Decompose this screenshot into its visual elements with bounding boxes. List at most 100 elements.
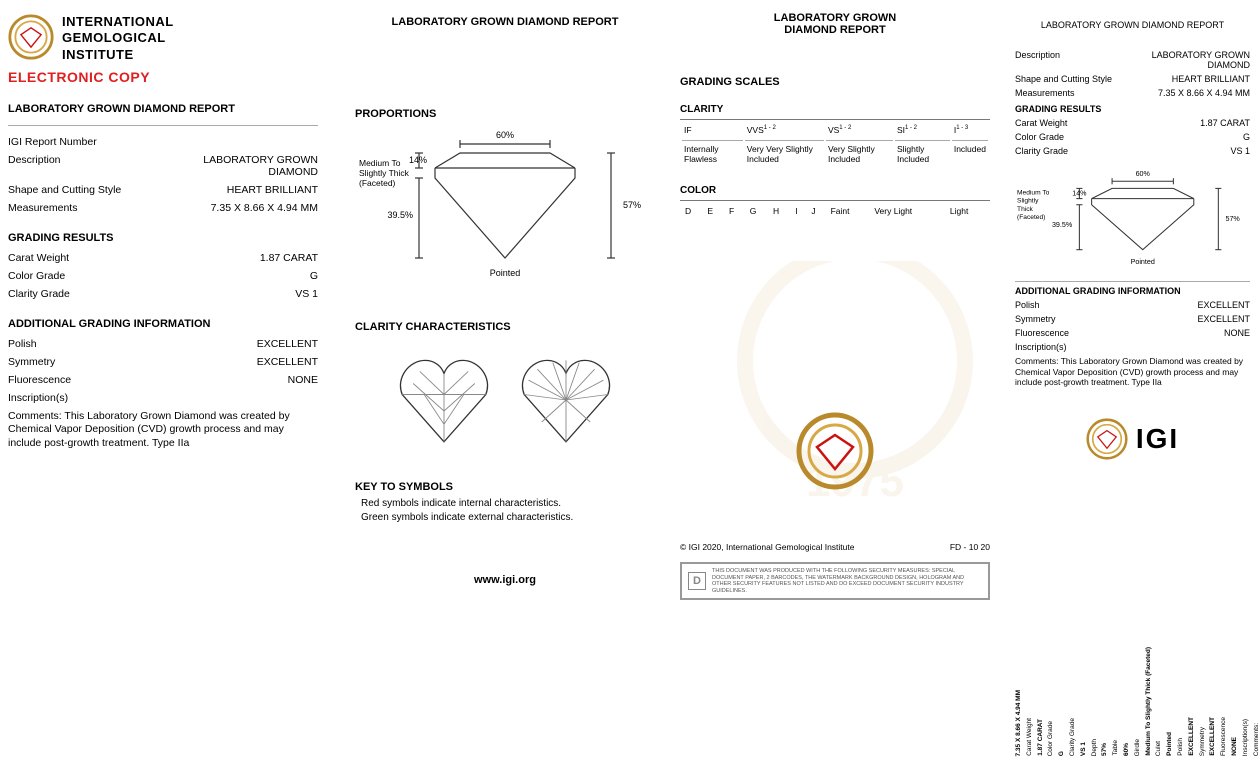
color-scale-head: COLOR (680, 185, 990, 196)
vert-carat-l: Carat Weight (1026, 718, 1034, 756)
vert-fluor-l: Fluorescence (1220, 717, 1228, 756)
table-row: IF VVS1 - 2 VS1 - 2 SI1 - 2 I1 - 3 (682, 122, 988, 138)
vert-carat-v: 1.87 CARAT (1037, 719, 1045, 756)
label-inscriptions: Inscription(s) (8, 392, 68, 404)
c4-label-polish: Polish (1015, 300, 1040, 310)
additional-info-title: ADDITIONAL GRADING INFORMATION (8, 318, 318, 330)
prop-depth-pct: 57% (623, 200, 641, 210)
mini-proportions-diagram: 60% 14% 39.5% 57% Medium ToSlightlyThick… (1015, 170, 1250, 272)
col4-title: LABORATORY GROWN DIAMOND REPORT (1015, 20, 1250, 30)
svg-text:57%: 57% (1225, 215, 1240, 223)
proportions-diagram: 60% 14% 39.5% 57% Medium To Slightly Thi… (355, 128, 655, 288)
label-color: Color Grade (8, 270, 65, 282)
disclaimer-text: THIS DOCUMENT WAS PRODUCED WITH THE FOLL… (712, 568, 982, 594)
c4-label-shape: Shape and Cutting Style (1015, 74, 1112, 84)
comments-label: Comments: (8, 410, 62, 422)
clarity-scale-head: CLARITY (680, 104, 990, 115)
value-shape: HEART BRILLIANT (227, 184, 318, 196)
seal-watermark-icon: 1975 (685, 261, 985, 521)
row-description: Description LABORATORY GROWN DIAMOND (8, 154, 318, 178)
label-fluorescence: Fluorescence (8, 374, 71, 386)
svg-text:Medium ToSlightlyThick(Faceted: Medium ToSlightlyThick(Faceted) (1017, 190, 1050, 222)
proportions-title: PROPORTIONS (355, 108, 655, 120)
c4-val-polish: EXCELLENT (1197, 300, 1250, 310)
value-description-a: LABORATORY GROWN (203, 154, 318, 166)
key-symbols-title: KEY TO SYMBOLS (355, 481, 655, 493)
vert-culet-l: Culet (1155, 741, 1163, 756)
institute-name-line3: INSTITUTE (62, 47, 174, 63)
value-carat: 1.87 CARAT (260, 252, 318, 264)
grading-results-title: GRADING RESULTS (8, 232, 318, 244)
svg-text:60%: 60% (1136, 170, 1151, 178)
label-measurements: Measurements (8, 202, 77, 214)
value-color: G (310, 270, 318, 282)
grading-scales-title: GRADING SCALES (680, 76, 990, 88)
c4-label-meas: Measurements (1015, 88, 1075, 98)
vert-sym-v: EXCELLENT (1209, 717, 1217, 756)
c4-val-desc-a: LABORATORY GROWN (1152, 50, 1250, 60)
c4-comments: Comments: This Laboratory Grown Diamond … (1015, 356, 1250, 388)
svg-text:Pointed: Pointed (1131, 258, 1155, 266)
copyright-text: © IGI 2020, International Gemological In… (680, 542, 854, 552)
col2-report-title: LABORATORY GROWN DIAMOND REPORT (355, 16, 655, 28)
c4-label-clar: Clarity Grade (1015, 146, 1068, 156)
table-row: DEF GHI J FaintVery LightLight (682, 203, 988, 219)
col3-title: LABORATORY GROWN DIAMOND REPORT (680, 12, 990, 36)
row-clarity: Clarity Grade VS 1 (8, 288, 318, 300)
prop-crown-pct: 14% (409, 155, 427, 165)
c4-val-shape: HEART BRILLIANT (1172, 74, 1250, 84)
prop-culet: Pointed (490, 268, 521, 278)
row-symmetry: Symmetry EXCELLENT (8, 356, 318, 368)
col3-title-b: DIAMOND REPORT (784, 24, 885, 36)
c4-val-color: G (1243, 132, 1250, 142)
vert-polish-v: EXCELLENT (1188, 717, 1196, 756)
label-symmetry: Symmetry (8, 356, 55, 368)
c4-val-carat: 1.87 CARAT (1200, 118, 1250, 128)
value-symmetry: EXCELLENT (257, 356, 318, 368)
color-scale-table: DEF GHI J FaintVery LightLight (680, 200, 990, 221)
report-title: LABORATORY GROWN DIAMOND REPORT (8, 103, 318, 115)
c4-label-carat: Carat Weight (1015, 118, 1067, 128)
vert-culet-v: Pointed (1166, 732, 1174, 756)
comments-block: Comments: This Laboratory Grown Diamond … (8, 410, 318, 451)
vert-color-l: Color Grade (1047, 721, 1055, 756)
value-clarity: VS 1 (295, 288, 318, 300)
value-measurements: 7.35 X 8.66 X 4.94 MM (211, 202, 318, 214)
c4-additional-title: ADDITIONAL GRADING INFORMATION (1015, 281, 1250, 296)
label-report-number: IGI Report Number (8, 136, 97, 148)
vert-girdle-l: Girdle (1134, 739, 1142, 756)
row-fluorescence: Fluorescence NONE (8, 374, 318, 386)
vert-table-l: Table (1112, 740, 1120, 756)
igi-seal-small-icon (1086, 418, 1128, 460)
vert-depth-v: 57% (1101, 743, 1109, 756)
label-carat: Carat Weight (8, 252, 69, 264)
vert-fluor-v: NONE (1231, 737, 1239, 756)
seal-block: 1975 (680, 261, 990, 524)
vert-girdle-v: Medium To Slightly Thick (Faceted) (1145, 647, 1153, 756)
column-right: LABORATORY GROWN DIAMOND REPORT Descript… (1015, 0, 1250, 460)
column-center-right: LABORATORY GROWN DIAMOND REPORT GRADING … (680, 0, 990, 600)
column-left: INTERNATIONAL GEMOLOGICAL INSTITUTE ELEC… (8, 0, 318, 451)
vert-table-v: 60% (1123, 743, 1131, 756)
igi-brand-row: IGI (1015, 418, 1250, 460)
vert-polish-l: Polish (1177, 738, 1185, 756)
form-code: FD - 10 20 (950, 542, 990, 552)
prop-girdle: Medium To Slightly Thick (Faceted) (359, 158, 411, 188)
heart-bottom-icon (511, 345, 621, 455)
c4-val-desc-b: DIAMOND (1208, 60, 1251, 70)
clarity-char-title: CLARITY CHARACTERISTICS (355, 321, 655, 333)
vert-comm-l: Comments: (1253, 723, 1260, 756)
c4-val-sym: EXCELLENT (1197, 314, 1250, 324)
row-inscriptions: Inscription(s) (8, 392, 318, 404)
c4-val-meas: 7.35 X 8.66 X 4.94 MM (1158, 88, 1250, 98)
c4-label-sym: Symmetry (1015, 314, 1056, 324)
label-description: Description (8, 154, 61, 178)
label-shape: Shape and Cutting Style (8, 184, 121, 196)
c4-val-clar: VS 1 (1230, 146, 1250, 156)
vert-color-v: G (1058, 751, 1066, 756)
key-symbols-line2: Green symbols indicate external characte… (361, 511, 655, 525)
c4-label-insc: Inscription(s) (1015, 342, 1067, 352)
c4-label-desc: Description (1015, 50, 1060, 70)
row-measurements: Measurements 7.35 X 8.66 X 4.94 MM (8, 202, 318, 214)
c4-grading-results: GRADING RESULTS (1015, 104, 1250, 114)
